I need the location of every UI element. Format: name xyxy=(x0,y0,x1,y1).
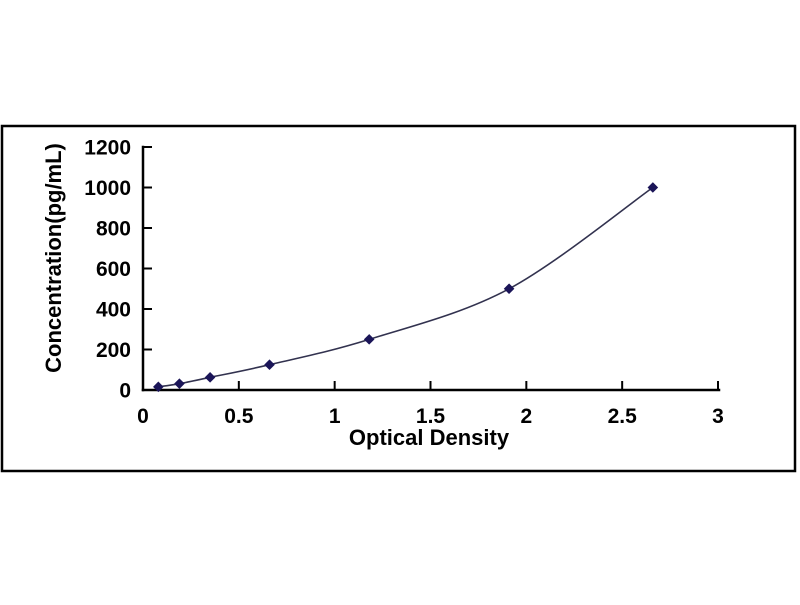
x-axis-tick-label: 3 xyxy=(712,405,724,428)
data-point-marker xyxy=(204,372,216,383)
x-axis-tick-label: 1 xyxy=(329,405,341,428)
data-point-marker xyxy=(153,381,164,393)
y-axis-tick-label: 800 xyxy=(96,218,131,241)
y-axis-tick-label: 600 xyxy=(96,258,131,281)
data-point-marker xyxy=(647,182,659,193)
y-axis-tick-label: 1000 xyxy=(84,177,131,200)
x-axis-tick-label: 1.5 xyxy=(416,405,446,428)
data-point-marker xyxy=(264,359,275,370)
figure-border-frame xyxy=(0,124,797,473)
x-axis-tick-label: 0.5 xyxy=(224,405,254,428)
tick-labels-group: 0 0.5 1 1.5 2 2.5 3 0 200 400 600 800 1000 1200 xyxy=(84,137,724,429)
x-axis-tick-label: 2 xyxy=(520,405,532,428)
x-axis-title: Optical Density xyxy=(349,425,510,450)
data-point-markers-group xyxy=(153,182,659,393)
ticks-group xyxy=(142,146,719,391)
data-point-marker xyxy=(503,283,515,295)
y-axis-tick-label: 200 xyxy=(96,339,131,362)
y-axis-title: Concentration(pg/mL) xyxy=(41,143,66,373)
data-point-marker xyxy=(363,334,375,345)
y-axis-tick-label: 0 xyxy=(119,380,131,403)
y-axis-tick-label: 1200 xyxy=(84,137,131,160)
data-point-marker xyxy=(174,378,185,389)
y-axis-tick-label: 400 xyxy=(96,299,131,322)
x-axis-tick-label: 0 xyxy=(137,405,149,428)
x-axis-tick-label: 2.5 xyxy=(608,405,638,428)
